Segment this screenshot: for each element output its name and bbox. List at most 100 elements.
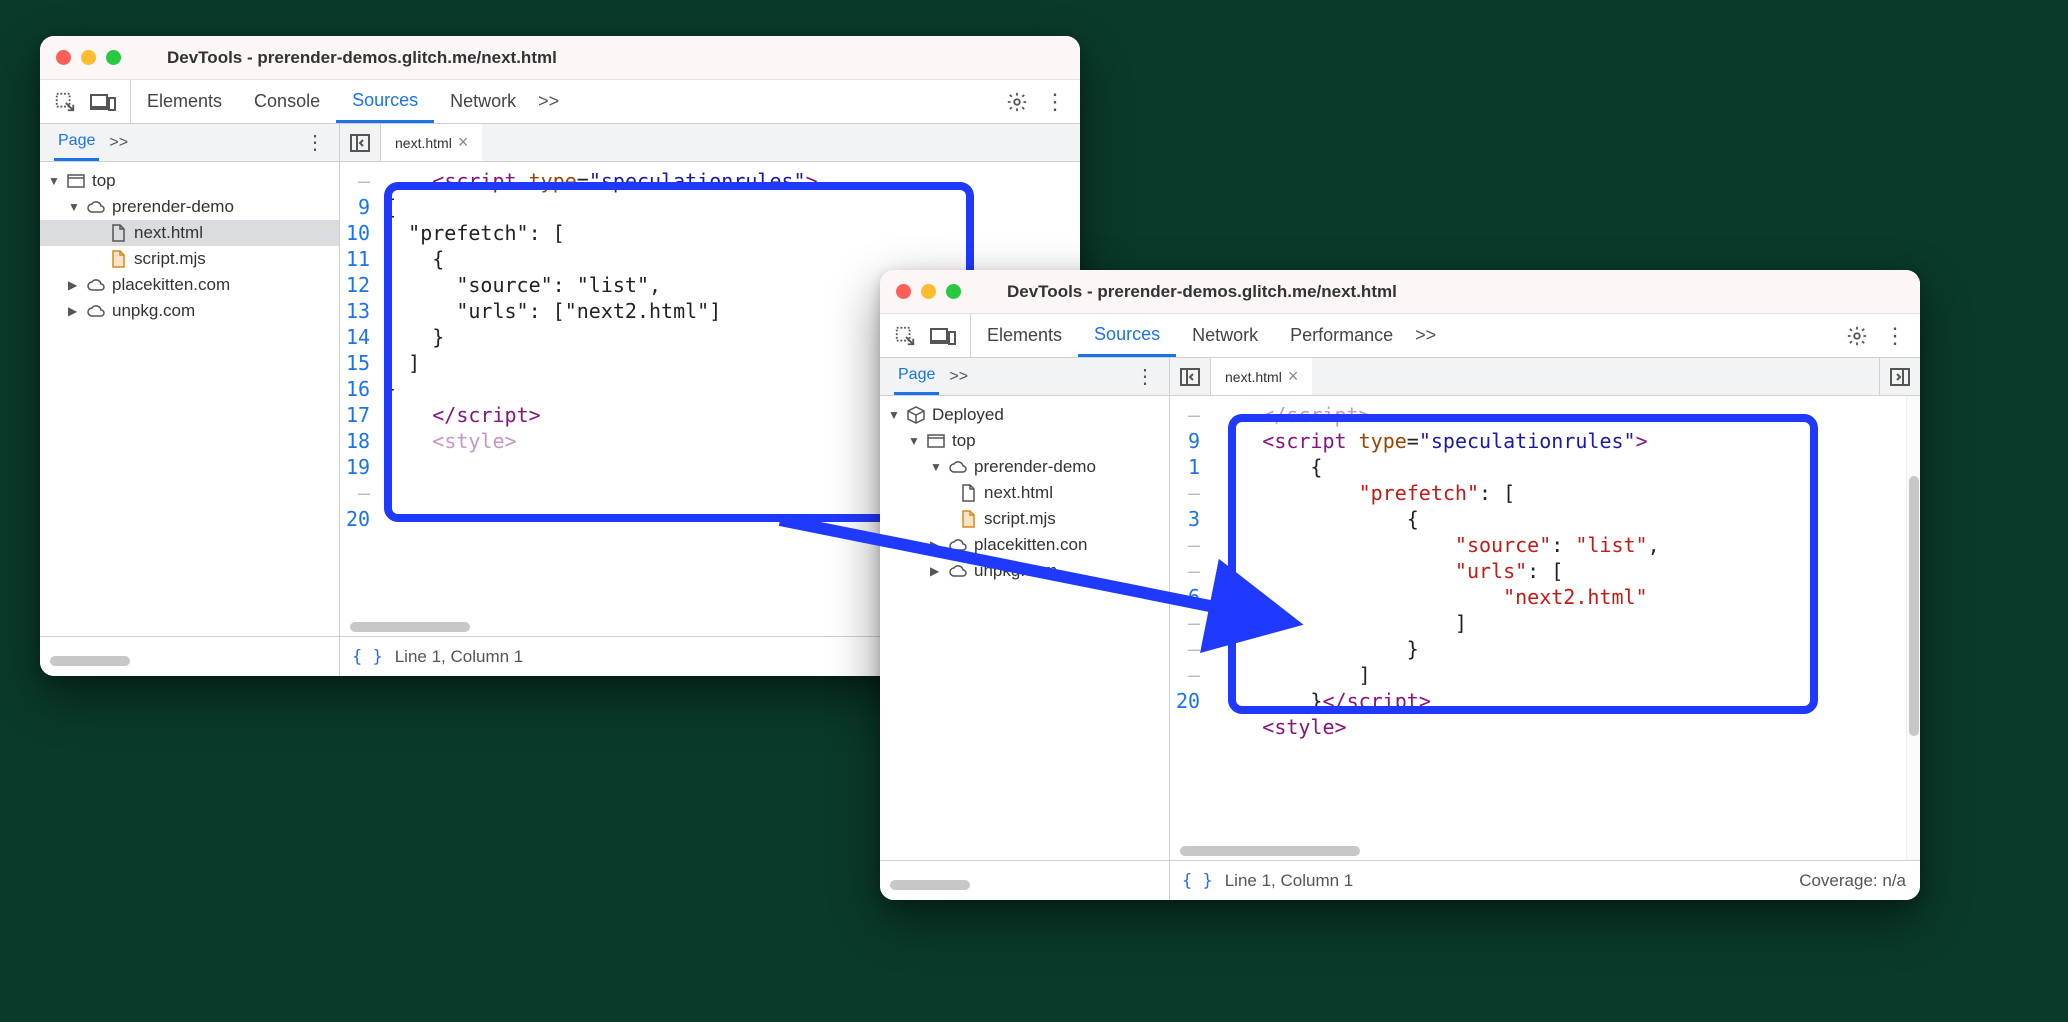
caret-icon: ▶ xyxy=(930,564,942,578)
zoom-icon[interactable] xyxy=(106,50,121,65)
caret-icon: ▼ xyxy=(68,200,80,214)
tree-label: placekitten.con xyxy=(974,535,1087,555)
tab-network[interactable]: Network xyxy=(1176,314,1274,357)
inspect-icon[interactable] xyxy=(894,325,916,347)
tab-sources[interactable]: Sources xyxy=(336,80,434,123)
toggle-navigator-icon[interactable] xyxy=(1170,358,1211,395)
tree-item[interactable]: script.mjs xyxy=(40,246,339,272)
tree-item[interactable]: ▼ top xyxy=(40,168,339,194)
sources-subbar: Page >> ⋮ next.html × xyxy=(40,124,1080,162)
cloud-icon xyxy=(86,200,106,214)
line-gutter: –91–3––6–––20 xyxy=(1170,396,1210,860)
tree-item[interactable]: ▶unpkg.com xyxy=(40,298,339,324)
h-scrollbar[interactable] xyxy=(1180,846,1360,856)
page-tab[interactable]: Page xyxy=(54,124,99,161)
device-icon[interactable] xyxy=(930,326,956,346)
file-y-icon xyxy=(958,510,978,528)
cloud-icon xyxy=(948,538,968,552)
more-panes-icon[interactable]: >> xyxy=(109,134,128,152)
sources-subbar: Page >> ⋮ next.html × xyxy=(880,358,1920,396)
close-icon[interactable] xyxy=(896,284,911,299)
tree-item[interactable]: ▼ prerender-demo xyxy=(880,454,1169,480)
tree-item[interactable]: ▼prerender-demo xyxy=(40,194,339,220)
tab-console[interactable]: Console xyxy=(238,80,336,123)
caret-icon: ▼ xyxy=(888,408,900,422)
sidebar-status xyxy=(40,637,340,676)
open-file-tab[interactable]: next.html × xyxy=(381,124,482,161)
more-panes-icon[interactable]: >> xyxy=(949,368,968,386)
tree-label: top xyxy=(952,431,976,451)
sources-body: ▼ Deployed ▼ top ▼ prerender-demo next.html scr… xyxy=(880,396,1920,860)
pretty-print-icon[interactable]: { } xyxy=(340,647,395,667)
pretty-print-icon[interactable]: { } xyxy=(1170,871,1225,891)
page-tab[interactable]: Page xyxy=(894,358,939,395)
h-scrollbar[interactable] xyxy=(350,622,470,632)
traffic-lights xyxy=(40,50,137,65)
tree-label: next.html xyxy=(984,483,1053,503)
caret-icon: ▼ xyxy=(908,434,920,448)
tree-item[interactable]: ▼ top xyxy=(880,428,1169,454)
tree-item[interactable]: ▶ placekitten.com xyxy=(40,272,339,298)
coverage-label[interactable]: Coverage: n/a xyxy=(1799,871,1920,891)
zoom-icon[interactable] xyxy=(946,284,961,299)
toggle-navigator-icon[interactable] xyxy=(340,124,381,161)
tree-item[interactable]: next.html xyxy=(40,220,339,246)
settings-icon[interactable] xyxy=(1846,325,1868,347)
box-icon xyxy=(906,406,926,424)
tree-label: prerender-demo xyxy=(974,457,1096,477)
cursor-position: Line 1, Column 1 xyxy=(1225,871,1354,891)
h-scrollbar[interactable] xyxy=(890,880,970,890)
h-scrollbar[interactable] xyxy=(50,656,130,666)
v-scrollbar[interactable] xyxy=(1906,396,1920,860)
cloud-icon xyxy=(86,304,106,318)
minimize-icon[interactable] xyxy=(921,284,936,299)
caret-icon: ▼ xyxy=(48,174,60,188)
more-tabs-icon[interactable]: >> xyxy=(1409,325,1442,346)
cursor-position: Line 1, Column 1 xyxy=(395,647,524,667)
tree-item[interactable]: script.mjs xyxy=(880,506,1169,532)
caret-icon: ▶ xyxy=(68,278,80,292)
tree-item[interactable]: next.html xyxy=(880,480,1169,506)
tree-item[interactable]: ▶ unpkg.com xyxy=(880,558,1169,584)
tree-label: script.mjs xyxy=(984,509,1056,529)
tab-elements[interactable]: Elements xyxy=(131,80,238,123)
settings-icon[interactable] xyxy=(1006,91,1028,113)
frame-icon xyxy=(926,434,946,448)
toggle-debugger-icon[interactable] xyxy=(1879,358,1920,395)
code-editor[interactable]: –91–3––6–––20 </script> <script type="sp… xyxy=(1170,396,1906,860)
minimize-icon[interactable] xyxy=(81,50,96,65)
tree-label: top xyxy=(92,171,116,191)
caret-icon: ▼ xyxy=(930,460,942,474)
tree-label: unpkg.com xyxy=(974,561,1057,581)
device-icon[interactable] xyxy=(90,92,116,112)
kebab-menu-icon[interactable]: ⋮ xyxy=(1044,89,1066,115)
more-tabs-icon[interactable]: >> xyxy=(532,91,565,112)
tree-item[interactable]: ▶placekitten.con xyxy=(880,532,1169,558)
file-icon xyxy=(108,224,128,242)
line-gutter: –910111213141516171819–20 xyxy=(340,162,380,636)
close-tab-icon[interactable]: × xyxy=(458,132,469,153)
cloud-icon xyxy=(948,460,968,474)
traffic-lights xyxy=(880,284,977,299)
tree-label: Deployed xyxy=(932,405,1004,425)
close-tab-icon[interactable]: × xyxy=(1288,366,1299,387)
tree-item[interactable]: ▼ Deployed xyxy=(880,402,1169,428)
sidebar-status xyxy=(880,861,1170,900)
inspect-icon[interactable] xyxy=(54,91,76,113)
open-file-tab[interactable]: next.html × xyxy=(1211,358,1312,395)
tab-sources[interactable]: Sources xyxy=(1078,314,1176,357)
kebab-menu-icon[interactable]: ⋮ xyxy=(305,130,325,155)
cloud-icon xyxy=(86,278,106,292)
open-file-name: next.html xyxy=(1225,369,1282,385)
tab-performance[interactable]: Performance xyxy=(1274,314,1409,357)
code-content: </script> <script type="speculationrules… xyxy=(1210,396,1906,860)
devtools-window-b: DevTools - prerender-demos.glitch.me/nex… xyxy=(880,270,1920,900)
close-icon[interactable] xyxy=(56,50,71,65)
kebab-menu-icon[interactable]: ⋮ xyxy=(1135,364,1155,389)
tab-elements[interactable]: Elements xyxy=(971,314,1078,357)
window-title: DevTools - prerender-demos.glitch.me/nex… xyxy=(167,48,557,68)
tab-network[interactable]: Network xyxy=(434,80,532,123)
tree-label: placekitten.com xyxy=(112,275,230,295)
kebab-menu-icon[interactable]: ⋮ xyxy=(1884,323,1906,349)
status-bar: { } Line 1, Column 1 Coverage: n/a xyxy=(880,860,1920,900)
